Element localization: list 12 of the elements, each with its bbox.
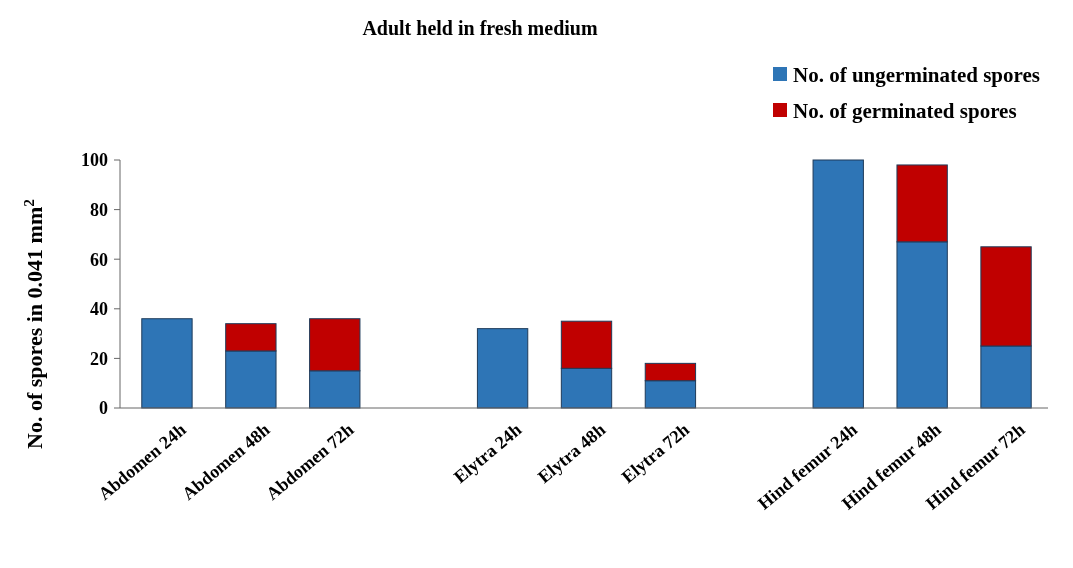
y-tick-label: 100 [81,150,108,171]
bar [476,328,529,409]
legend-label: No. of germinated spores [793,99,1017,124]
y-tick-label: 40 [90,299,108,320]
chart-title: Adult held in fresh medium [362,17,598,39]
y-tick-label: 60 [90,249,108,270]
legend-label: No. of ungerminated spores [793,63,1040,88]
y-tick-label: 0 [99,398,108,419]
bar [141,318,193,409]
y-tick-label: 20 [90,348,108,369]
bar [812,159,864,409]
y-tick-label: 80 [90,199,108,220]
